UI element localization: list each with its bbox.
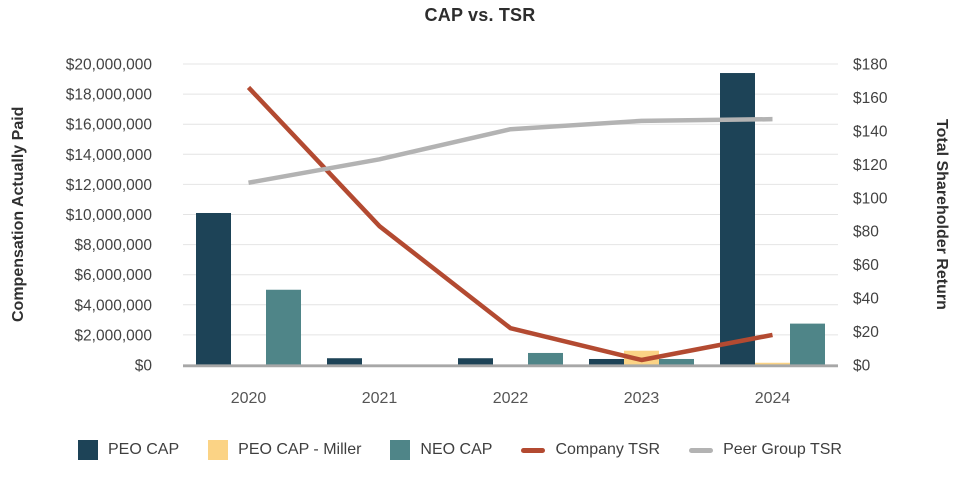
x-axis-tick-label: 2020 bbox=[231, 390, 267, 407]
bar-peo-cap-2024 bbox=[720, 73, 755, 365]
bar-neo-cap-2022 bbox=[528, 352, 563, 365]
y-axis-left-tick-label: $14,000,000 bbox=[66, 147, 153, 164]
y-axis-right-tick-label: $120 bbox=[853, 157, 888, 174]
bar-neo-cap-2020 bbox=[266, 289, 301, 365]
x-axis-tick-label: 2022 bbox=[493, 390, 529, 407]
legend-item-peer-group-tsr: Peer Group TSR bbox=[689, 441, 842, 459]
peo-cap-miller-swatch-icon bbox=[208, 440, 229, 460]
chart-legend: PEO CAP PEO CAP - Miller NEO CAP Company TS… bbox=[78, 440, 842, 460]
y-axis-right-tick-label: $160 bbox=[853, 90, 888, 107]
legend-item-peo-cap-miller: PEO CAP - Miller bbox=[208, 440, 361, 460]
y-axis-left-tick-label: $10,000,000 bbox=[66, 207, 153, 224]
bar-neo-cap-2024 bbox=[790, 323, 825, 365]
chart-title: CAP vs. TSR bbox=[424, 5, 536, 25]
bar-peo-cap-2021 bbox=[327, 358, 362, 365]
y-axis-right-title: Total Shareholder Return bbox=[933, 119, 950, 310]
y-axis-left-tick-label: $4,000,000 bbox=[74, 297, 152, 314]
y-axis-right-tick-label: $0 bbox=[853, 358, 871, 375]
y-axis-right-tick-label: $40 bbox=[853, 291, 879, 308]
legend-label: PEO CAP bbox=[108, 441, 180, 458]
y-axis-right-tick-label: $180 bbox=[853, 57, 888, 74]
x-axis-tick-label: 2023 bbox=[624, 390, 660, 407]
peo-cap-swatch-icon bbox=[78, 440, 98, 460]
bar-peo-cap-miller-2024 bbox=[755, 362, 790, 365]
legend-item-company-tsr: Company TSR bbox=[521, 441, 660, 459]
y-axis-left-tick-label: $16,000,000 bbox=[66, 117, 153, 134]
company-tsr-line-icon bbox=[521, 447, 546, 453]
line-company-tsr bbox=[246, 85, 773, 363]
neo-cap-swatch-icon bbox=[390, 440, 411, 460]
x-axis-tick-label: 2021 bbox=[362, 390, 398, 407]
bar-peo-cap-2022 bbox=[458, 358, 493, 365]
legend-label: PEO CAP - Miller bbox=[238, 441, 362, 458]
legend-item-peo-cap: PEO CAP bbox=[78, 440, 179, 460]
bar-neo-cap-2023 bbox=[659, 358, 694, 365]
y-axis-right-tick-label: $60 bbox=[853, 257, 879, 274]
y-axis-right-tick-label: $140 bbox=[853, 123, 888, 140]
y-axis-left-tick-label: $0 bbox=[135, 358, 153, 375]
y-axis-right-tick-label: $100 bbox=[853, 190, 888, 207]
bar-peo-cap-2023 bbox=[589, 358, 624, 365]
legend-label: Peer Group TSR bbox=[723, 441, 842, 458]
y-axis-left-tick-label: $18,000,000 bbox=[66, 87, 153, 104]
y-axis-right-tick-label: $20 bbox=[853, 324, 879, 341]
y-axis-left-tick-label: $6,000,000 bbox=[74, 267, 152, 284]
peer-group-tsr-line-icon bbox=[689, 447, 714, 453]
y-axis-left-tick-label: $20,000,000 bbox=[66, 57, 153, 74]
y-axis-right-tick-label: $80 bbox=[853, 224, 879, 241]
legend-item-neo-cap: NEO CAP bbox=[390, 440, 492, 460]
legend-label: NEO CAP bbox=[420, 441, 493, 458]
y-axis-left-tick-label: $8,000,000 bbox=[74, 237, 152, 254]
legend-label: Company TSR bbox=[555, 441, 661, 458]
y-axis-left-tick-label: $12,000,000 bbox=[66, 177, 153, 194]
line-peer-group-tsr bbox=[248, 116, 773, 185]
x-axis-tick-label: 2024 bbox=[755, 390, 791, 407]
y-axis-left-tick-label: $2,000,000 bbox=[74, 327, 152, 344]
bar-peo-cap-2020 bbox=[196, 212, 231, 365]
